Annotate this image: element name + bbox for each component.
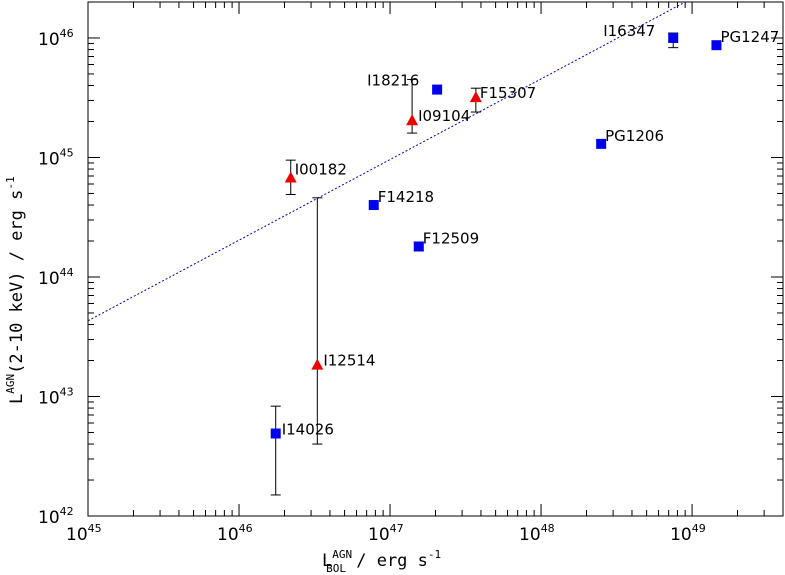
data-point-i09104: I09104 [406,78,470,134]
point-label: I12514 [323,352,375,370]
point-label: I16347 [603,22,655,40]
point-label: I09104 [418,107,470,125]
point-label: I00182 [295,160,347,178]
x-tick-label: 1045 [66,522,102,545]
point-label: PG1247 [720,28,779,46]
triangle-marker [311,358,324,370]
point-label: F14218 [378,188,434,206]
data-point-i18216: I18216 [367,72,443,95]
y-tick-label: 1046 [38,27,74,50]
y-axis-title: LAGN(2-10 keV) / erg s-1 [4,176,27,404]
triangle-marker [284,171,297,183]
square-marker [668,32,679,43]
y-tick-label: 1043 [38,385,74,408]
data-point-pg1247: PG1247 [711,28,779,51]
data-point-i16347: I16347 [603,22,679,49]
y-tick-label: 1044 [38,266,74,289]
data-point-pg1206: PG1206 [596,127,664,149]
data-point-i12514: I12514 [311,197,375,445]
y-tick-label: 1042 [38,505,74,528]
square-marker [596,138,607,149]
x-tick-label: 1047 [368,522,404,545]
triangle-marker [469,91,482,103]
data-point-f12509: F12509 [413,229,479,252]
data-points: I16347 PG1247 I18216 F15307 I09104 PG1206 I001… [270,22,779,496]
data-point-f15307: F15307 [469,84,536,113]
point-label: I14026 [282,421,334,439]
square-marker [270,428,281,439]
point-label: PG1206 [605,127,664,145]
point-label: F15307 [480,84,536,102]
data-point-f14218: F14218 [368,188,434,211]
point-label: F12509 [423,229,479,247]
x-tick-label: 1046 [217,522,253,545]
data-point-i14026: I14026 [270,405,334,496]
axis-ticks: 1045 1046 1047 1048 1049 1042 1043 1044 1045 1046 [38,1,784,545]
square-marker [711,40,722,51]
square-marker [368,200,379,211]
y-tick-label: 1045 [38,146,74,169]
triangle-marker [406,114,419,126]
x-tick-label: 1049 [670,522,706,545]
fit-line [87,1,686,322]
x-axis-title: LAGN BOL / erg s-1 [322,548,441,575]
square-marker [432,84,443,95]
plot-frame [87,1,784,517]
x-tick-label: 1048 [519,522,555,545]
fit-line-layer [87,1,686,322]
square-marker [413,241,424,252]
data-point-i00182: I00182 [284,159,347,196]
point-label: I18216 [367,72,419,90]
